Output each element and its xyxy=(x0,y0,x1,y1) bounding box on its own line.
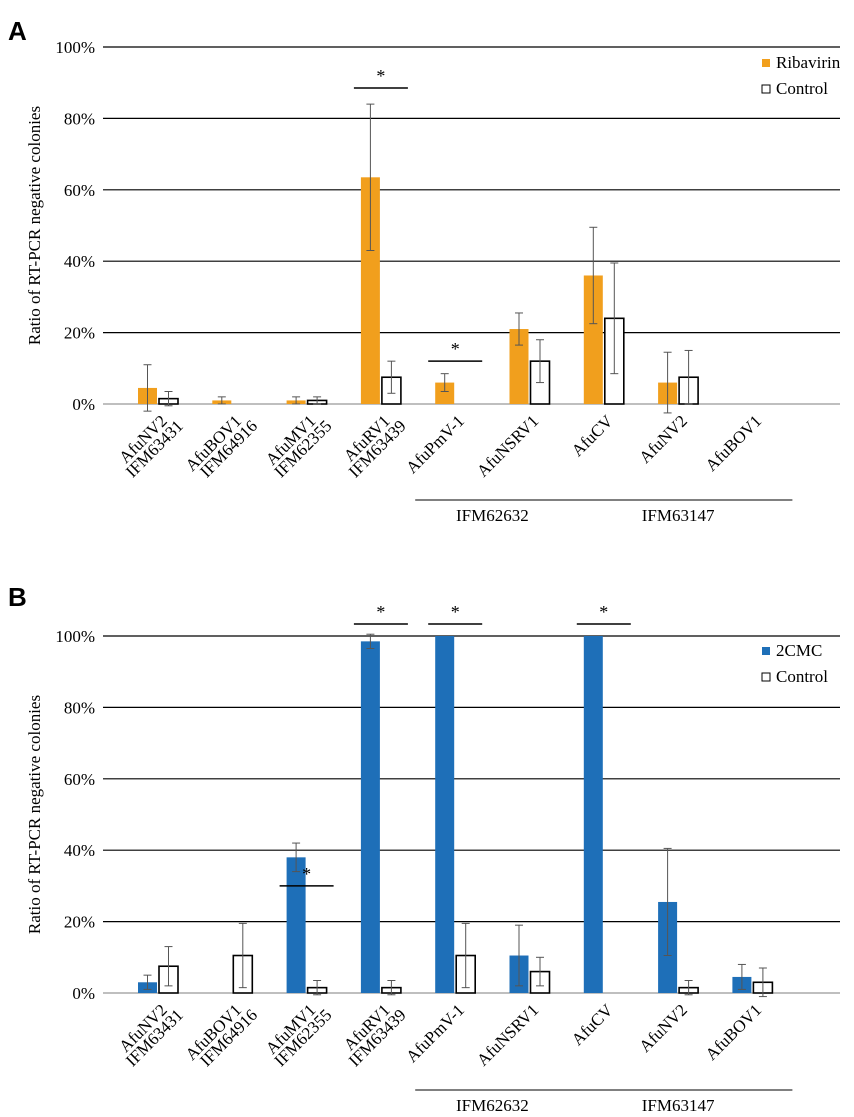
x-category-label: AfuPmV-1 xyxy=(402,411,468,477)
panel-a-chart: 0% 20% 40% 60% 80% 100% Ratio of RT-PCR negati… xyxy=(25,38,841,525)
x-category-label: AfuCV xyxy=(568,411,617,460)
y-tick-label: 20% xyxy=(64,913,95,932)
bar-treatment xyxy=(360,177,380,404)
y-tick-label: 100% xyxy=(55,627,95,646)
legend-swatch-control xyxy=(761,672,771,682)
legend-swatch-treatment xyxy=(762,647,770,655)
legend-swatch-treatment xyxy=(762,59,770,67)
x-category-label: AfuCV xyxy=(568,1000,617,1049)
group-label: IFM62632 xyxy=(456,1096,529,1115)
x-category-label: AfuBOV1 xyxy=(702,411,766,475)
group-label: IFM63147 xyxy=(642,1096,715,1115)
legend-swatch-control xyxy=(761,84,771,94)
significance-star: * xyxy=(451,339,460,359)
y-tick-label: 80% xyxy=(64,698,95,717)
significance-star: * xyxy=(376,602,385,622)
legend-label: 2CMC xyxy=(776,641,822,660)
x-category-label: AfuBOV1 xyxy=(702,1000,766,1064)
x-category-label: AfuNSRV1 xyxy=(473,411,542,480)
y-tick-label: 60% xyxy=(64,181,95,200)
y-tick-label: 20% xyxy=(64,324,95,343)
group-label: IFM62632 xyxy=(456,506,529,525)
y-tick-label: 80% xyxy=(64,109,95,128)
legend-label: Control xyxy=(776,79,828,98)
y-tick-label: 0% xyxy=(72,984,95,1003)
bar-treatment xyxy=(435,382,455,404)
bar-treatment xyxy=(509,329,529,404)
bar-treatment xyxy=(360,641,380,993)
y-tick-label: 0% xyxy=(72,395,95,414)
panel-label-a: A xyxy=(8,16,27,46)
panel-label-b: B xyxy=(8,582,27,612)
y-axis-label: Ratio of RT-PCR negative colonies xyxy=(25,695,44,934)
y-tick-label: 40% xyxy=(64,841,95,860)
significance-star: * xyxy=(302,864,311,884)
x-category-label: AfuNV2 xyxy=(635,411,691,467)
bar-treatment xyxy=(286,857,306,993)
significance-star: * xyxy=(599,602,608,622)
y-tick-label: 100% xyxy=(55,38,95,57)
x-category-label: AfuNV2 xyxy=(635,1000,691,1056)
y-axis-label: Ratio of RT-PCR negative colonies xyxy=(25,106,44,345)
y-tick-label: 60% xyxy=(64,770,95,789)
significance-star: * xyxy=(376,66,385,86)
group-label: IFM63147 xyxy=(642,506,715,525)
x-category-label: AfuPmV-1 xyxy=(402,1000,468,1066)
significance-star: * xyxy=(451,602,460,622)
legend-label: Ribavirin xyxy=(776,53,841,72)
legend-label: Control xyxy=(776,667,828,686)
bar-treatment xyxy=(583,275,603,404)
bar-treatment xyxy=(435,636,455,993)
y-tick-label: 40% xyxy=(64,252,95,271)
bar-treatment xyxy=(583,636,603,993)
panel-b-chart: 0% 20% 40% 60% 80% 100% Ratio of RT-PCR negati… xyxy=(25,602,840,1115)
x-category-label: AfuNSRV1 xyxy=(473,1000,542,1069)
